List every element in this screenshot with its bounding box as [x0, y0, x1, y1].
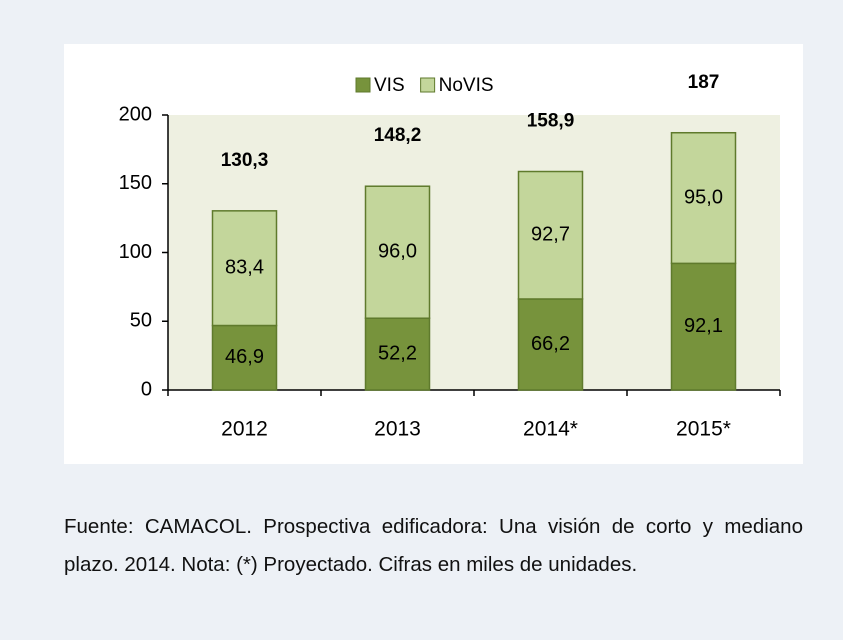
- bar-value-label: 66,2: [531, 333, 570, 355]
- bar-value-label: 92,1: [684, 315, 723, 337]
- legend-label: VIS: [374, 75, 405, 96]
- y-tick-label: 100: [119, 241, 152, 263]
- y-tick-label: 200: [119, 103, 152, 125]
- total-label: 148,2: [374, 125, 422, 146]
- bar-value-label: 96,0: [378, 241, 417, 263]
- bar-value-label: 92,7: [531, 224, 570, 246]
- x-tick-label: 2015*: [676, 418, 731, 441]
- y-tick-label: 150: [119, 172, 152, 194]
- bar-segment: [670, 131, 737, 265]
- bar-segment: [364, 185, 431, 319]
- total-label: 187: [688, 72, 720, 93]
- bar-value-label: 83,4: [225, 256, 264, 278]
- bar-segment: [211, 210, 278, 327]
- x-tick-label: 2014*: [523, 418, 578, 441]
- bar-segment: [517, 298, 584, 391]
- bar-value-label: 52,2: [378, 342, 417, 364]
- chart: 0 50 100 150 200 2012 46,9 83,4 130,3 2013 52,2 96,…: [64, 44, 803, 464]
- legend-swatch: [355, 77, 371, 93]
- bar-segment: [517, 170, 584, 300]
- bar-value-label: 95,0: [684, 186, 723, 208]
- y-tick-label: 0: [141, 378, 152, 400]
- y-tick-label: 50: [130, 310, 152, 332]
- total-label: 158,9: [527, 111, 575, 132]
- bar-segment: [670, 262, 737, 391]
- x-tick-label: 2013: [374, 418, 421, 441]
- x-tick-label: 2012: [221, 418, 268, 441]
- caption: Fuente: CAMACOL. Prospectiva edificadora…: [64, 515, 803, 576]
- total-label: 130,3: [221, 150, 269, 171]
- legend-swatch: [420, 77, 436, 93]
- bar-value-label: 46,9: [225, 346, 264, 368]
- legend-label: NoVIS: [439, 75, 494, 96]
